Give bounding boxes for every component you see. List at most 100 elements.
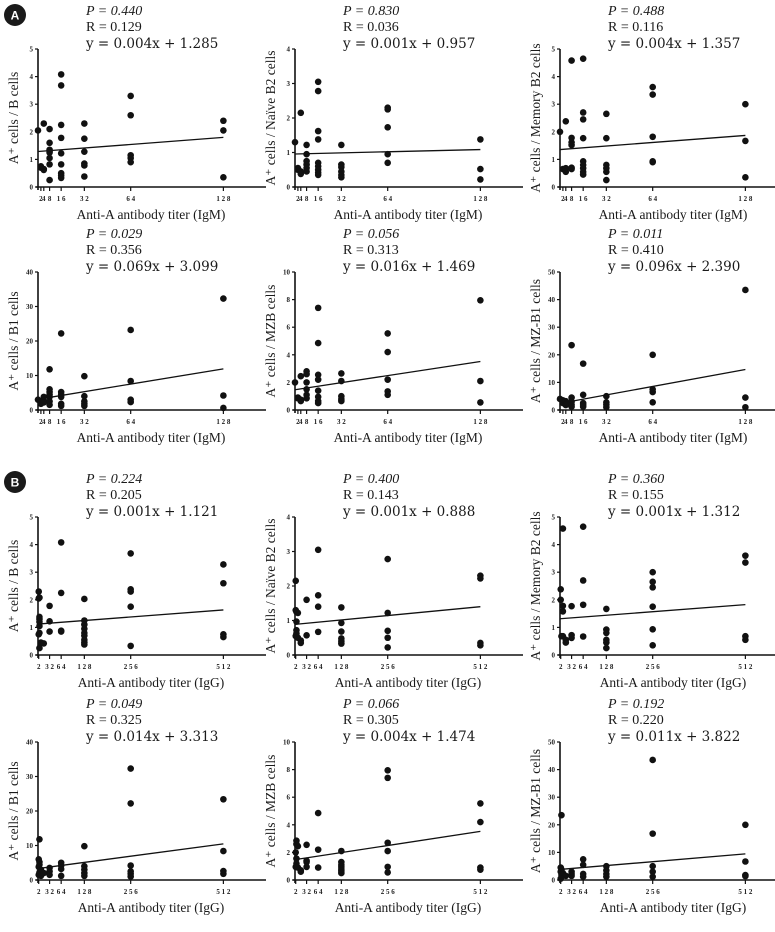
data-point [297, 868, 305, 876]
x-tick-label: 2 [296, 195, 300, 203]
y-tick-label: 4 [287, 514, 291, 522]
data-point [220, 795, 227, 803]
regression-line [37, 368, 224, 400]
data-point [649, 91, 656, 98]
x-tick-label: 8 [305, 195, 309, 203]
x-tick-label: 4 [299, 195, 303, 203]
x-axis-label: Anti-A antibody titer (IgG) [78, 900, 225, 915]
data-point [559, 608, 567, 615]
regression-equation: y = 0.069x + 3.099 [85, 259, 218, 275]
x-tick-label: 2 [294, 663, 298, 671]
x-tick-label: 1 2 8 [473, 195, 488, 203]
data-point [314, 603, 322, 610]
data-point [220, 633, 227, 641]
data-point [384, 847, 391, 855]
data-point [579, 633, 587, 640]
y-tick-label: 8 [287, 766, 291, 774]
data-point [384, 774, 391, 782]
data-point [303, 394, 310, 402]
x-axis-label: Anti-A antibody titer (IgM) [599, 430, 748, 445]
regression-line [294, 148, 481, 155]
data-point [127, 326, 134, 334]
data-point [220, 174, 227, 181]
data-point [742, 394, 749, 401]
x-axis-label: Anti-A antibody titer (IgM) [334, 430, 483, 445]
data-point [297, 109, 305, 117]
data-point [384, 839, 391, 847]
data-point [303, 370, 310, 378]
data-point [81, 842, 88, 850]
data-point [477, 176, 484, 183]
p-value: P = 0.488 [607, 4, 664, 19]
data-point [294, 609, 302, 617]
x-tick-label: 4 [564, 195, 568, 203]
data-point [579, 391, 587, 399]
data-point [81, 162, 88, 169]
data-point [603, 134, 610, 142]
y-axis-label: A⁺ cells / Memory B2 cells [528, 43, 543, 192]
y-tick-label: 1 [287, 617, 291, 625]
data-point [57, 82, 65, 89]
panel-label-b: B [11, 476, 20, 490]
data-point [384, 869, 391, 876]
x-tick-label: 6 4 [314, 888, 323, 896]
y-tick-label: 10 [548, 849, 556, 857]
x-tick-label: 5 1 2 [473, 888, 488, 896]
data-point [46, 628, 53, 635]
data-point [127, 642, 134, 650]
data-point [314, 809, 322, 817]
y-tick-label: 30 [26, 303, 34, 311]
y-axis-label: A⁺ cells / Naïve B2 cells [263, 519, 278, 654]
data-point [649, 584, 656, 591]
x-tick-label: 3 2 [80, 195, 89, 203]
data-point [291, 379, 299, 386]
data-point [81, 148, 88, 155]
data-point [303, 168, 310, 175]
data-point [338, 397, 345, 405]
data-point [314, 371, 322, 379]
data-point [568, 341, 575, 349]
data-point [477, 575, 484, 582]
data-point [568, 634, 575, 642]
data-point [40, 399, 48, 406]
r-value: R = 0.356 [86, 243, 142, 258]
data-point [603, 605, 610, 613]
data-point [303, 841, 310, 849]
regression-equation: y = 0.016x + 1.469 [342, 259, 475, 275]
data-point [127, 588, 134, 595]
x-tick-label: 2 [37, 888, 41, 896]
data-point [314, 592, 322, 599]
y-tick-label: 0 [552, 652, 556, 660]
x-tick-label: 1 6 [579, 195, 588, 203]
data-point [384, 766, 391, 774]
y-tick-label: 1 [552, 156, 556, 164]
x-tick-label: 3 2 [302, 888, 311, 896]
y-tick-label: 40 [26, 269, 34, 277]
x-tick-label: 1 6 [579, 418, 588, 426]
data-point [742, 858, 749, 865]
data-point [57, 150, 65, 157]
data-point [477, 136, 484, 143]
data-point [297, 639, 305, 647]
y-tick-label: 0 [287, 652, 291, 660]
data-point [292, 849, 300, 856]
x-tick-label: 1 2 8 [599, 663, 614, 671]
data-point [40, 869, 48, 877]
data-point [603, 639, 610, 646]
data-point [303, 858, 310, 866]
r-value: R = 0.116 [608, 20, 663, 35]
data-point [314, 864, 322, 871]
data-point [57, 330, 65, 337]
data-point [314, 304, 322, 312]
data-point [314, 846, 322, 853]
x-axis-label: Anti-A antibody titer (IgM) [334, 207, 483, 222]
data-point [81, 595, 88, 603]
x-axis-label: Anti-A antibody titer (IgM) [599, 207, 748, 222]
y-tick-label: 30 [548, 324, 556, 332]
data-point [649, 83, 656, 91]
p-value: P = 0.830 [342, 4, 399, 19]
panel-label-a: A [11, 9, 20, 23]
data-point [562, 872, 570, 880]
